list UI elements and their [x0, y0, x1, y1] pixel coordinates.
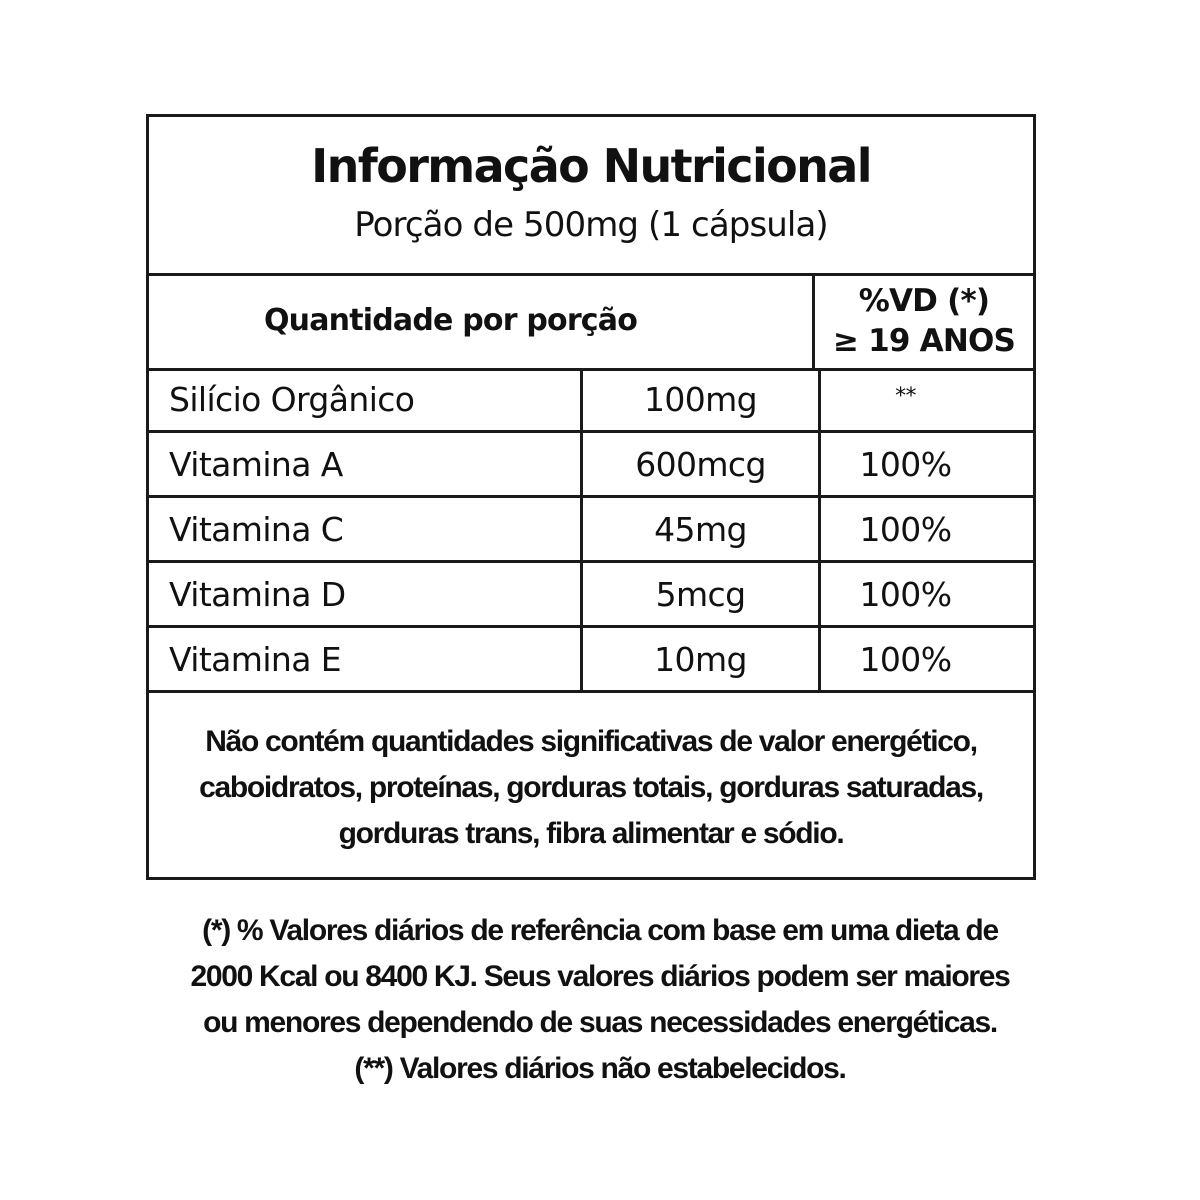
nutrient-name: Vitamina C: [169, 509, 344, 549]
nutrient-daily-value: 100%: [859, 639, 953, 679]
nutrient-amount: 600mcg: [580, 433, 821, 495]
page-title: Informação Nutricional: [311, 139, 872, 193]
serving-size: Porção de 500mg (1 cápsula): [354, 205, 828, 245]
nutrient-amount: 10mg: [580, 628, 821, 690]
table-row: Silício Orgânico 100mg **: [149, 368, 1033, 433]
nutrient-daily-value: 100%: [859, 509, 953, 549]
nutrient-daily-value: 100%: [859, 444, 953, 484]
daily-value-header-line1: %VD (*): [858, 282, 990, 319]
nutrient-name: Vitamina D: [169, 574, 346, 614]
note-line: caboidratos, proteínas, gorduras totais,…: [199, 770, 984, 804]
daily-value-column-header: %VD (*) ≥ 19 ANOS: [815, 273, 1033, 368]
nutrient-amount: 100mg: [580, 368, 821, 430]
nutrient-name: Vitamina E: [169, 639, 342, 679]
nutrient-amount: 45mg: [580, 498, 821, 560]
daily-value-header-line2: ≥ 19 ANOS: [832, 322, 1016, 359]
footnote-line: (**) Valores diários não estabelecidos.: [354, 1052, 846, 1085]
footnote-line: 2000 Kcal ou 8400 KJ. Seus valores diári…: [190, 960, 1010, 993]
not-significant-note: Não contém quantidades significativas de…: [149, 698, 1033, 877]
quantity-column-header: Quantidade por porção: [149, 273, 815, 368]
table-row: Vitamina C 45mg 100%: [149, 498, 1033, 563]
table-row: Vitamina A 600mcg 100%: [149, 433, 1033, 498]
nutrient-daily-value: 100%: [859, 574, 953, 614]
nutrient-name: Vitamina A: [169, 444, 343, 484]
nutrient-daily-value: **: [895, 384, 916, 409]
footnote-line: ou menores dependendo de suas necessidad…: [203, 1006, 998, 1039]
note-line: Não contém quantidades significativas de…: [205, 724, 978, 758]
column-header-row: Quantidade por porção %VD (*) ≥ 19 ANOS: [149, 273, 1033, 371]
footnote-line: (*) % Valores diários de referência com …: [202, 914, 999, 947]
nutrient-name: Silício Orgânico: [169, 379, 415, 419]
nutrient-rows: Silício Orgânico 100mg ** Vitamina A 600…: [149, 368, 1033, 693]
table-header: Informação Nutricional Porção de 500mg (…: [149, 117, 1033, 276]
note-line: gorduras trans, fibra alimentar e sódio.: [338, 816, 845, 850]
daily-value-footnote: (*) % Valores diários de referência com …: [100, 908, 1100, 1092]
table-row: Vitamina D 5mcg 100%: [149, 563, 1033, 628]
table-row: Vitamina E 10mg 100%: [149, 628, 1033, 693]
nutrient-amount: 5mcg: [580, 563, 821, 625]
nutrition-facts-table: Informação Nutricional Porção de 500mg (…: [146, 114, 1036, 880]
